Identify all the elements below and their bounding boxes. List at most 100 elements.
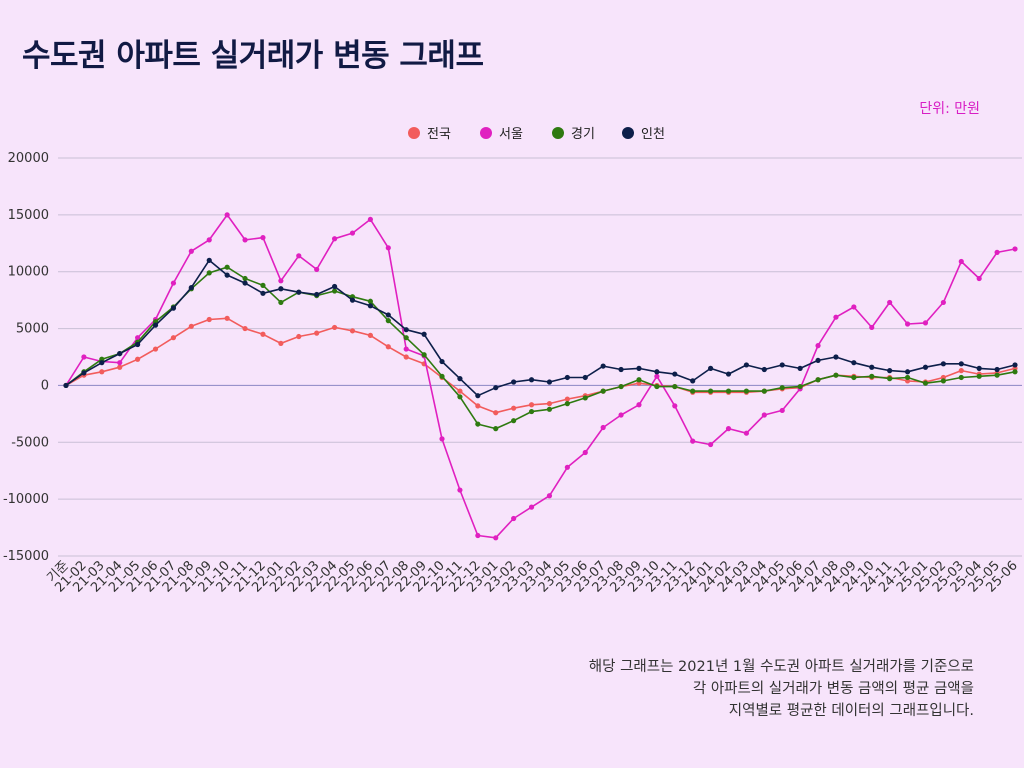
data-point bbox=[457, 487, 463, 493]
data-point bbox=[600, 424, 606, 431]
data-point bbox=[260, 235, 266, 241]
data-point bbox=[457, 376, 463, 382]
data-point bbox=[815, 343, 821, 349]
data-point bbox=[779, 362, 785, 368]
data-point bbox=[511, 515, 517, 522]
data-point bbox=[690, 378, 696, 384]
data-point bbox=[385, 318, 391, 324]
data-point bbox=[421, 331, 427, 337]
y-tick-label: -10000 bbox=[3, 492, 49, 507]
data-point bbox=[242, 237, 248, 243]
data-point bbox=[278, 340, 284, 346]
data-point bbox=[564, 401, 570, 407]
data-point bbox=[511, 405, 517, 411]
data-point bbox=[260, 290, 266, 296]
data-point bbox=[224, 315, 230, 321]
page-title: 수도권 아파트 실거래가 변동 그래프 bbox=[22, 38, 484, 74]
data-point bbox=[260, 282, 266, 288]
data-point bbox=[421, 352, 427, 358]
data-point bbox=[654, 373, 660, 379]
data-point bbox=[475, 532, 481, 539]
data-point bbox=[976, 373, 982, 379]
data-point bbox=[672, 403, 678, 409]
legend-marker bbox=[552, 127, 564, 139]
data-point bbox=[403, 327, 409, 333]
data-point bbox=[546, 406, 553, 412]
data-point bbox=[761, 388, 767, 394]
data-point bbox=[833, 372, 839, 378]
data-point bbox=[546, 493, 553, 499]
data-point bbox=[869, 373, 875, 379]
data-point bbox=[904, 374, 911, 381]
data-point bbox=[475, 403, 481, 409]
data-point bbox=[708, 365, 714, 371]
y-tick-label: 15000 bbox=[8, 208, 49, 223]
data-point bbox=[976, 365, 982, 371]
chart-legend: 전국 서울 경기 인천 bbox=[408, 127, 665, 142]
data-point bbox=[779, 385, 785, 391]
data-point bbox=[206, 237, 212, 243]
data-point bbox=[725, 426, 732, 432]
data-point bbox=[815, 357, 821, 364]
data-point bbox=[99, 360, 105, 366]
line-chart: 전국 서울 경기 인천 20000 15000 10000 5000 0 -5000 -10000… bbox=[3, 127, 1022, 596]
data-point bbox=[331, 236, 338, 242]
data-point bbox=[940, 378, 946, 384]
series-line-3 bbox=[65, 259, 1016, 397]
data-point bbox=[170, 280, 177, 286]
data-point bbox=[779, 407, 785, 414]
data-point bbox=[743, 362, 750, 368]
y-axis-ticks: 20000 15000 10000 5000 0 -5000 -10000 -15000 bbox=[3, 151, 49, 564]
data-point bbox=[403, 354, 409, 360]
data-point bbox=[887, 368, 893, 374]
data-point bbox=[994, 249, 1000, 255]
data-point bbox=[439, 436, 445, 442]
y-tick-label: -5000 bbox=[11, 435, 49, 450]
data-point bbox=[117, 364, 123, 370]
data-point bbox=[117, 360, 123, 366]
data-point bbox=[206, 257, 212, 263]
data-point bbox=[815, 377, 821, 383]
data-point bbox=[618, 383, 624, 390]
series-line-2 bbox=[65, 266, 1016, 430]
data-point bbox=[385, 344, 391, 350]
data-point bbox=[1012, 246, 1018, 252]
data-point bbox=[851, 360, 857, 366]
data-point bbox=[117, 350, 123, 357]
data-point bbox=[546, 379, 553, 385]
y-tick-label: 5000 bbox=[16, 322, 49, 337]
data-point bbox=[188, 248, 194, 254]
data-point bbox=[331, 288, 338, 294]
data-point bbox=[994, 372, 1000, 378]
data-point bbox=[582, 395, 588, 401]
data-point bbox=[278, 278, 284, 284]
legend-label: 전국 bbox=[427, 127, 451, 142]
footnote-line-1: 해당 그래프는 2021년 1월 수도권 아파트 실거래가를 기준으로 bbox=[588, 659, 974, 675]
data-point bbox=[887, 299, 893, 306]
data-point bbox=[206, 316, 212, 323]
data-point bbox=[636, 365, 642, 371]
data-point bbox=[940, 361, 946, 367]
data-point bbox=[994, 366, 1000, 373]
data-point bbox=[493, 410, 499, 416]
data-point bbox=[403, 335, 409, 341]
data-point bbox=[618, 412, 624, 418]
y-tick-label: 20000 bbox=[8, 151, 49, 166]
data-point bbox=[296, 289, 302, 295]
data-point bbox=[385, 245, 391, 251]
data-point bbox=[331, 283, 338, 290]
legend-marker bbox=[408, 127, 420, 139]
data-point bbox=[349, 297, 356, 303]
data-point bbox=[224, 264, 230, 270]
data-point bbox=[654, 369, 660, 375]
data-point bbox=[457, 388, 463, 394]
data-point bbox=[367, 332, 373, 338]
data-point bbox=[636, 402, 642, 408]
data-point bbox=[833, 354, 839, 360]
y-tick-label: 0 bbox=[41, 378, 49, 393]
data-point bbox=[546, 401, 553, 407]
data-point bbox=[135, 335, 141, 341]
data-point bbox=[296, 333, 302, 340]
data-point bbox=[475, 421, 481, 427]
data-point bbox=[869, 324, 875, 331]
